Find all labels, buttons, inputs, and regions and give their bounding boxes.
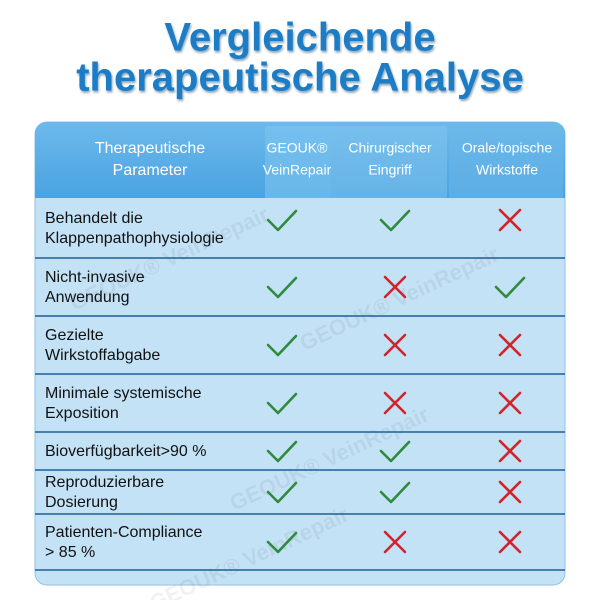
column-header: GEOUK® [267,140,329,156]
cross-mark [498,208,522,232]
highlight-column [265,126,331,198]
row-label: Reproduzierbare [45,474,164,491]
row-label: Dosierung [45,494,118,511]
row-label: Patienten-Compliance [45,524,203,541]
column-header: Therapeutische [95,140,205,157]
table: Therapeutische Parameter GEOUK® VeinRepair C… [35,140,565,571]
check-mark [379,209,411,232]
column-header: Chirurgischer [348,140,432,156]
header-cell [449,126,563,198]
row-label: Bioverfügbarkeit>90 % [45,443,206,460]
cross-mark [498,480,522,504]
title-line: therapeutische Analyse [76,56,524,100]
cross-mark [383,333,407,357]
check-mark [379,440,411,463]
column-header: Orale/topische [462,140,552,156]
row-label: Nicht-invasive [45,269,145,286]
check-mark [266,481,298,504]
check-mark [266,334,298,357]
check-mark [266,440,298,463]
row-label: Exposition [45,405,119,422]
cross-mark [498,439,522,463]
cross-mark [498,333,522,357]
row-label: > 85 % [45,544,95,561]
column-header: Wirkstoffe [476,162,538,178]
check-mark [379,481,411,504]
title-line: Vergleichende [164,16,435,60]
cross-mark [383,530,407,554]
row-label: Klappenpathophysiologie [45,230,224,247]
cross-mark [498,391,522,415]
cross-mark [498,530,522,554]
check-mark [494,276,526,299]
check-mark [266,276,298,299]
column-header: VeinRepair [263,162,332,178]
check-mark [266,209,298,232]
column-header: Parameter [113,162,188,179]
header-cell [331,126,447,198]
column-header: Eingriff [368,162,411,178]
row-label: Behandelt die [45,210,143,227]
check-mark [266,531,298,554]
row-label: Wirkstoffabgabe [45,347,160,364]
row-label: Anwendung [45,289,130,306]
row-label: Minimale systemische [45,385,202,402]
cross-mark [383,275,407,299]
row-label: Gezielte [45,327,104,344]
cross-mark [383,391,407,415]
check-mark [266,392,298,415]
